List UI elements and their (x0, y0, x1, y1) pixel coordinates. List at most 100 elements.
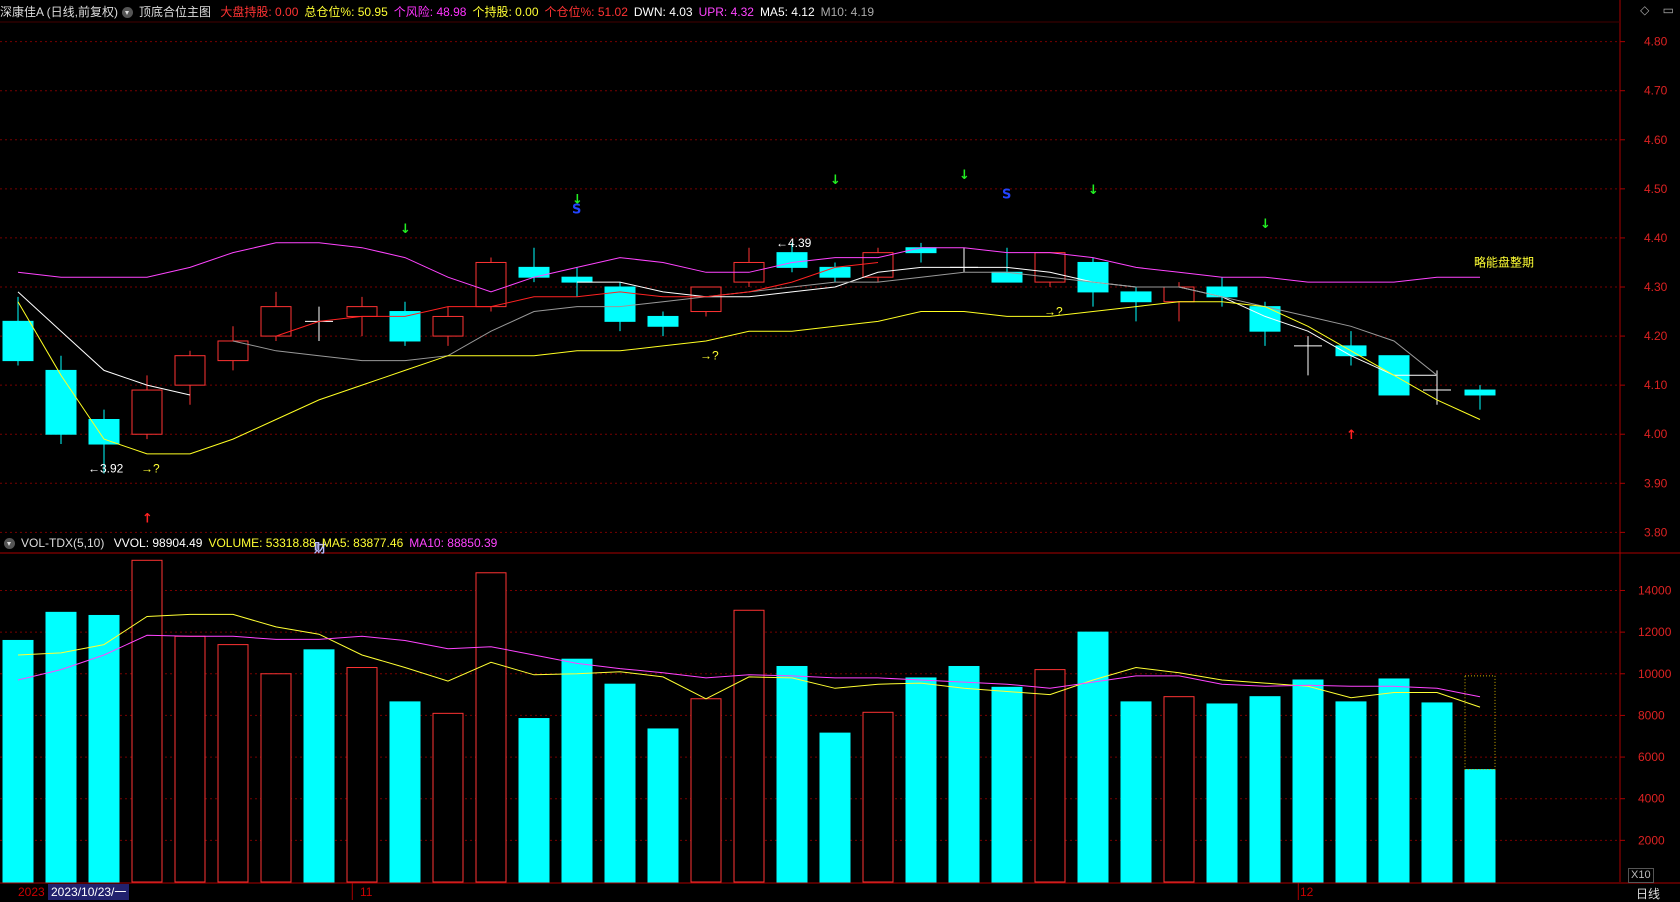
volume-tick-label: 4000 (1638, 792, 1665, 806)
volume-bar (647, 728, 679, 883)
price-indicator-value-0: 大盘持股: 0.00 (220, 5, 299, 19)
price-tick-label: 3.80 (1644, 525, 1668, 539)
volume-bar (2, 639, 34, 883)
line-m10 (232, 271, 1438, 376)
candle-body (1464, 389, 1496, 396)
candle-body (690, 286, 722, 313)
date-year-label: 2023 (18, 885, 45, 899)
volume-indicator-dropdown-icon[interactable] (4, 538, 15, 550)
candle-body (131, 389, 163, 435)
candle-body (217, 340, 249, 362)
price-tick-label: 3.90 (1644, 476, 1668, 490)
signal-marker: ↓ (400, 222, 411, 237)
volume-bar (1163, 696, 1195, 883)
price-annotation: →? (700, 349, 719, 363)
volume-tick-label: 6000 (1638, 750, 1665, 764)
price-tick-label: 4.80 (1644, 35, 1668, 49)
candle-body (260, 306, 292, 337)
price-indicator-value-3: 个持股: 0.00 (472, 5, 539, 19)
price-annotation: ←4.39 (776, 236, 812, 250)
volume-indicator-value-0: VVOL: 98904.49 (113, 536, 203, 550)
signal-marker: ↑ (142, 512, 153, 527)
candle-body (647, 315, 679, 327)
candle-body (45, 369, 77, 435)
signal-marker: S (572, 202, 581, 217)
volume-bar (45, 611, 77, 883)
volume-bar (1378, 678, 1410, 883)
price-tick-label: 4.70 (1644, 84, 1668, 98)
price-tick-label: 4.60 (1644, 133, 1668, 147)
volume-indicator-value-3: MA10: 88850.39 (409, 536, 498, 550)
volume-bar (819, 732, 851, 883)
candle-body (819, 266, 851, 278)
volume-bar (1421, 702, 1453, 883)
candle-body (475, 261, 507, 308)
volume-bar (604, 683, 636, 883)
indicator-name[interactable]: 顶底合位主图 (139, 5, 212, 19)
volume-bar (948, 665, 980, 883)
signal-marker: ↓ (1260, 217, 1271, 232)
volume-bar (1464, 769, 1496, 883)
line-ma5 (577, 266, 1437, 376)
price-annotation: 略能盘整期 (1474, 254, 1534, 269)
volume-bar (260, 673, 292, 883)
indicator-dropdown-icon[interactable] (122, 7, 134, 19)
candle-body (432, 315, 464, 337)
month-11-label: 11 (360, 885, 373, 899)
line-ma5 (17, 291, 191, 396)
signal-marker: 财 (313, 540, 326, 555)
volume-bar (1034, 669, 1066, 883)
volume-header: VOL-TDX(5,10) VVOL: 98904.49 VOLUME: 5331… (0, 533, 509, 553)
volume-ma10-line (17, 634, 1481, 698)
candle-body (346, 306, 378, 317)
price-indicator-value-8: M10: 4.19 (820, 5, 875, 19)
candle-body (1249, 306, 1281, 332)
line-upr (17, 242, 1480, 293)
signal-marker: ↓ (572, 193, 583, 208)
price-tick-label: 4.00 (1644, 427, 1668, 441)
price-indicator-value-6: UPR: 4.32 (698, 5, 754, 19)
candle-body (561, 276, 593, 283)
stock-title[interactable]: 深康佳A (日线,前复权) (0, 5, 119, 19)
window-icon[interactable]: ▭ (1662, 3, 1674, 17)
volume-ma5-line (17, 613, 1481, 708)
window-controls: ◇ ▭ (1630, 3, 1674, 17)
period-label[interactable]: 日线 (1636, 887, 1661, 901)
line-dwn (17, 301, 1481, 455)
candle-body (862, 252, 894, 278)
price-indicator-value-5: DWN: 4.03 (633, 5, 693, 19)
volume-bar (303, 649, 335, 883)
volume-bar (475, 572, 507, 883)
price-indicator-value-1: 总仓位%: 50.95 (304, 5, 388, 19)
volume-bar (561, 658, 593, 883)
volume-bar (174, 635, 206, 883)
volume-bar (1249, 696, 1281, 883)
volume-tick-label: 10000 (1638, 667, 1672, 681)
volume-bar (389, 701, 421, 883)
volume-bar (862, 711, 894, 883)
candle-body (518, 266, 550, 278)
candle-body (174, 355, 206, 386)
zoom-label[interactable]: X10 (1628, 868, 1654, 883)
diamond-icon[interactable]: ◇ (1640, 3, 1650, 17)
volume-indicator-value-2: MA5: 83877.46 (321, 536, 404, 550)
volume-tick-label: 2000 (1638, 833, 1665, 847)
volume-bar (690, 698, 722, 883)
volume-bar (88, 614, 120, 883)
candle-body (1120, 291, 1152, 303)
volume-bar (432, 712, 464, 883)
volume-indicator-name[interactable]: VOL-TDX(5,10) (21, 536, 105, 550)
volume-bar (131, 559, 163, 883)
volume-bar (733, 609, 765, 883)
signal-marker: ↑ (1346, 428, 1357, 443)
candle-body (776, 252, 808, 268)
volume-bar (991, 686, 1023, 883)
price-annotation: →? (141, 462, 160, 476)
line-ma (275, 262, 879, 337)
signal-marker: ↓ (830, 173, 841, 188)
candle-body (1206, 286, 1238, 298)
volume-bar (1120, 701, 1152, 883)
volume-bar (518, 718, 550, 883)
date-cursor-label: 2023/10/23/一 (48, 884, 130, 900)
